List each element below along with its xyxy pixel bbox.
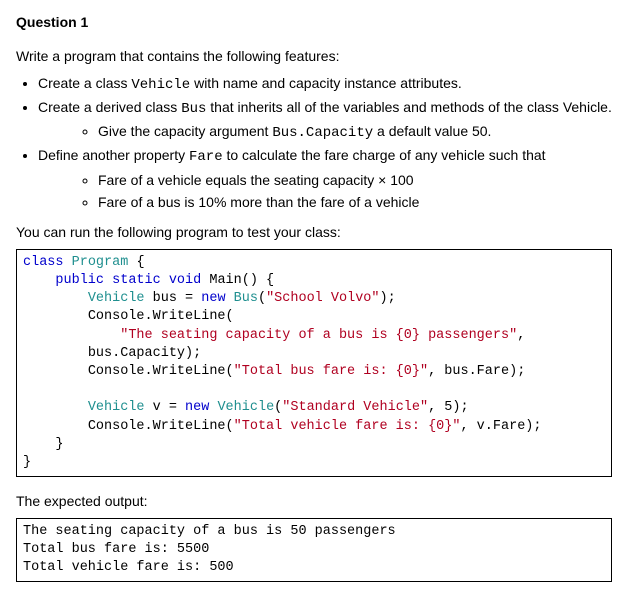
output-intro-text: The expected output: bbox=[16, 491, 612, 511]
text-fragment: that inherits all of the variables and m… bbox=[206, 99, 611, 115]
code-text: v = bbox=[145, 400, 186, 415]
code-string: "Total vehicle fare is: {0}" bbox=[234, 419, 461, 434]
code-text bbox=[23, 346, 88, 361]
code-type: Bus bbox=[226, 291, 258, 306]
code-text bbox=[23, 364, 88, 379]
code-text: bus.Capacity); bbox=[88, 346, 201, 361]
list-item: Give the capacity argument Bus.Capacity … bbox=[98, 121, 612, 143]
code-string: "Total bus fare is: {0}" bbox=[234, 364, 428, 379]
inline-code: Bus.Capacity bbox=[272, 125, 373, 141]
list-item: Fare of a bus is 10% more than the fare … bbox=[98, 192, 612, 212]
intro-text: Write a program that contains the follow… bbox=[16, 46, 612, 66]
code-text bbox=[23, 291, 88, 306]
code-text: Main() { bbox=[201, 273, 274, 288]
code-text: , bbox=[517, 328, 525, 343]
inline-code: Bus bbox=[181, 101, 206, 117]
code-keyword: public bbox=[55, 273, 104, 288]
code-type: Vehicle bbox=[88, 400, 145, 415]
output-line: The seating capacity of a bus is 50 pass… bbox=[23, 524, 396, 539]
code-block: class Program { public static void Main(… bbox=[16, 249, 612, 478]
code-text: , bus.Fare); bbox=[428, 364, 525, 379]
sub-list: Fare of a vehicle equals the seating cap… bbox=[38, 170, 612, 213]
code-keyword: new bbox=[185, 400, 209, 415]
code-text: ); bbox=[380, 291, 396, 306]
expected-output-block: The seating capacity of a bus is 50 pass… bbox=[16, 518, 612, 583]
code-type: Vehicle bbox=[88, 291, 145, 306]
code-text: Console.WriteLine( bbox=[88, 309, 234, 324]
output-line: Total vehicle fare is: 500 bbox=[23, 560, 234, 575]
list-item: Define another property Fare to calculat… bbox=[38, 145, 612, 212]
list-item: Create a derived class Bus that inherits… bbox=[38, 97, 612, 144]
code-text bbox=[23, 419, 88, 434]
text-fragment: Define another property bbox=[38, 147, 189, 163]
output-line: Total bus fare is: 5500 bbox=[23, 542, 209, 557]
inline-code: Vehicle bbox=[131, 77, 190, 93]
text-fragment: a default value 50. bbox=[373, 123, 491, 139]
code-string: "Standard Vehicle" bbox=[282, 400, 428, 415]
code-type: Vehicle bbox=[209, 400, 274, 415]
code-text bbox=[23, 328, 120, 343]
code-text: { bbox=[128, 255, 144, 270]
text-fragment: to calculate the fare charge of any vehi… bbox=[223, 147, 546, 163]
text-fragment: Give the capacity argument bbox=[98, 123, 272, 139]
code-text bbox=[23, 400, 88, 415]
code-string: "The seating capacity of a bus is {0} pa… bbox=[120, 328, 517, 343]
code-text bbox=[23, 309, 88, 324]
code-text bbox=[23, 273, 55, 288]
text-fragment: with name and capacity instance attribut… bbox=[190, 75, 462, 91]
code-keyword: void bbox=[161, 273, 202, 288]
code-text: ( bbox=[258, 291, 266, 306]
code-type: Program bbox=[72, 255, 129, 270]
code-text: } bbox=[23, 455, 31, 470]
feature-list: Create a class Vehicle with name and cap… bbox=[16, 73, 612, 213]
code-text: Console.WriteLine( bbox=[88, 364, 234, 379]
code-text: , v.Fare); bbox=[460, 419, 541, 434]
list-item: Fare of a vehicle equals the seating cap… bbox=[98, 170, 612, 190]
text-fragment: Create a derived class bbox=[38, 99, 181, 115]
code-keyword: static bbox=[104, 273, 161, 288]
code-keyword: class bbox=[23, 255, 64, 270]
code-keyword: new bbox=[201, 291, 225, 306]
code-text: , 5); bbox=[428, 400, 469, 415]
code-text: } bbox=[23, 437, 64, 452]
inline-code: Fare bbox=[189, 149, 223, 165]
test-intro-text: You can run the following program to tes… bbox=[16, 222, 612, 242]
code-text: Console.WriteLine( bbox=[88, 419, 234, 434]
question-heading: Question 1 bbox=[16, 12, 612, 32]
sub-list: Give the capacity argument Bus.Capacity … bbox=[38, 121, 612, 143]
code-text: bus = bbox=[145, 291, 202, 306]
text-fragment: Create a class bbox=[38, 75, 131, 91]
list-item: Create a class Vehicle with name and cap… bbox=[38, 73, 612, 95]
code-string: "School Volvo" bbox=[266, 291, 379, 306]
